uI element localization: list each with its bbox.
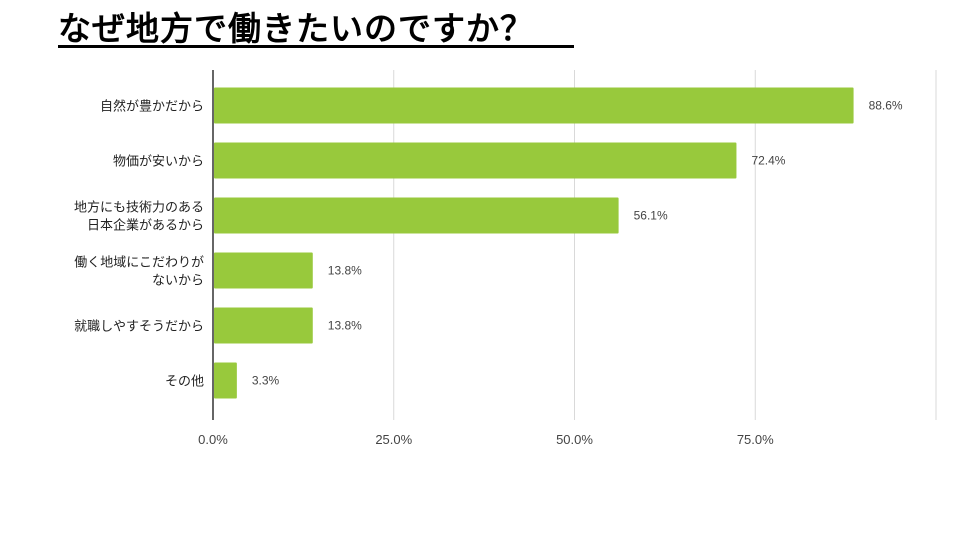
- x-tick-label: 25.0%: [375, 432, 412, 447]
- page-title: なぜ地方で働きたいのですか？: [58, 9, 534, 48]
- category-label: その他: [165, 375, 204, 390]
- bar: [214, 362, 237, 399]
- bars: [214, 87, 854, 399]
- bar: [214, 142, 737, 179]
- value-label: 56.1%: [634, 209, 668, 223]
- value-labels: 88.6% 72.4% 56.1% 13.8% 13.8% 3.3%: [252, 99, 903, 388]
- value-label: 72.4%: [751, 154, 785, 168]
- category-label: ないから: [152, 274, 204, 289]
- category-labels: 自然が豊かだから物価が安いから地方にも技術力のある日本企業があるから働く地域にこ…: [74, 99, 204, 390]
- category-label: 就職しやすそうだから: [74, 320, 204, 335]
- value-label: 3.3%: [252, 374, 280, 388]
- value-label: 88.6%: [869, 99, 903, 113]
- bar: [214, 87, 854, 124]
- bar: [214, 252, 313, 289]
- x-tick-labels: 0.0% 25.0% 50.0% 75.0%: [198, 432, 774, 447]
- title-underline: [58, 45, 574, 48]
- x-tick-label: 75.0%: [737, 432, 774, 447]
- x-tick-label: 50.0%: [556, 432, 593, 447]
- x-tick-label: 0.0%: [198, 432, 228, 447]
- grid-lines: [393, 70, 937, 420]
- category-label: 働く地域にこだわりが: [74, 256, 204, 271]
- category-label: 物価が安いから: [113, 155, 204, 170]
- bar: [214, 197, 619, 234]
- value-label: 13.8%: [328, 264, 362, 278]
- category-label: 自然が豊かだから: [100, 99, 204, 115]
- value-label: 13.8%: [328, 319, 362, 333]
- category-label: 地方にも技術力のある: [74, 200, 204, 216]
- category-label: 日本企業があるから: [87, 218, 204, 234]
- bar: [214, 307, 313, 344]
